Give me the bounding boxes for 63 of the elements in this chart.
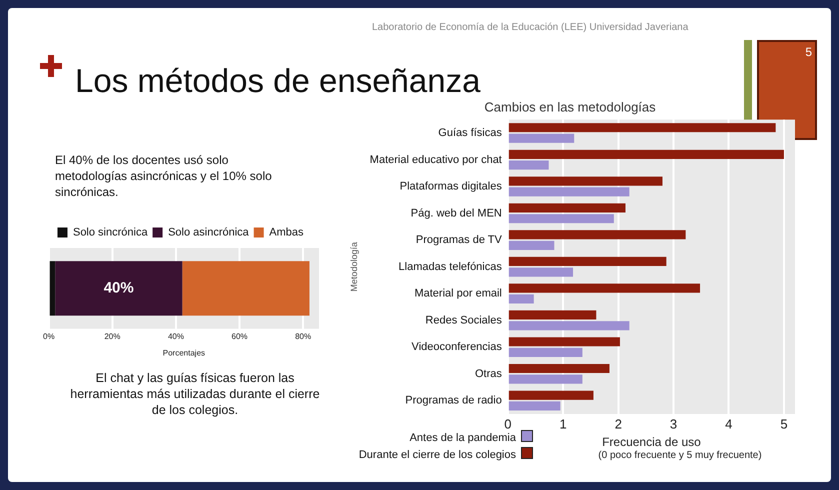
y-tick-label: Plataformas digitales — [400, 180, 502, 193]
x-tick-label: 1 — [559, 416, 567, 432]
bar — [508, 214, 614, 224]
x-axis-title: Porcentajes — [162, 348, 206, 358]
x-tick-label: 2 — [614, 416, 622, 432]
x-tick-label: 5 — [780, 416, 788, 432]
bar — [508, 160, 549, 170]
y-tick-label: Pág. web del MEN — [410, 207, 502, 220]
x-tick-label: 40% — [168, 332, 184, 341]
data-label: 40% — [104, 280, 134, 297]
bar — [508, 321, 630, 330]
text: El chat y las guías físicas fueron las herramientas más utilizadas durante el cierre de los colegios. — [70, 370, 320, 418]
y-tick-label: Programas de TV — [416, 234, 503, 246]
y-tick-label: Redes Sociales — [425, 314, 502, 326]
legend-label: Antes de la pandemia — [410, 432, 516, 444]
bar — [508, 310, 596, 320]
bar — [508, 294, 534, 304]
x-tick-label: 80% — [295, 332, 312, 341]
x-tick-label: 60% — [232, 332, 248, 341]
bar — [508, 374, 582, 384]
bar — [508, 256, 666, 266]
x-tick-label: 0% — [43, 332, 55, 341]
y-tick-label: Otras — [474, 368, 502, 380]
bar — [508, 284, 700, 293]
y-tick-label: Llamadas telefónicas — [398, 260, 502, 273]
y-tick-label: Guías físicas — [438, 127, 502, 140]
y-tick-label: Material educativo por chat — [370, 154, 502, 166]
x-tick-label: 3 — [670, 416, 678, 432]
legend-label: Durante el cierre de los colegios — [358, 449, 516, 461]
bar — [508, 268, 574, 277]
bar — [508, 364, 610, 374]
y-axis-title: Metodología — [348, 242, 359, 292]
legend-label: Ambas — [269, 226, 304, 239]
bar — [508, 123, 776, 132]
bar — [508, 176, 662, 186]
text: Laboratorio de Economía de la Educación (LEE) Universidad Javeriana — [372, 22, 688, 33]
bar — [50, 261, 56, 316]
x-tick-label: 4 — [725, 416, 732, 432]
bar — [508, 240, 554, 250]
y-tick-label: Programas de radio — [405, 394, 502, 407]
legend-label: Solo sincrónica — [72, 226, 148, 239]
bar — [508, 337, 620, 346]
bar — [508, 390, 594, 400]
x-tick-label: 20% — [104, 332, 120, 341]
text: Los métodos de enseñanza — [75, 62, 480, 100]
bar — [508, 203, 626, 212]
bar — [508, 134, 574, 143]
x-axis-title: Frecuencia de uso — [602, 435, 702, 450]
bar — [182, 261, 310, 316]
bar — [508, 230, 686, 240]
legend-label: Solo asincrónica — [168, 226, 250, 239]
x-tick-label: 0 — [504, 416, 512, 432]
bar — [55, 261, 182, 316]
y-tick-label: Material por email — [414, 288, 502, 300]
text: (0 poco frecuente y 5 muy frecuente) — [597, 450, 763, 461]
chart-title: Cambios en las metodologías — [484, 99, 656, 114]
bar — [508, 401, 560, 411]
text: 5 — [804, 45, 812, 59]
bar — [508, 150, 784, 159]
bar — [508, 348, 582, 357]
text: El 40% de los docentes usó solo metodologías asincrónicas y el 10% solo sincrónicas. — [55, 152, 273, 200]
bar — [508, 187, 630, 196]
y-tick-label: Videoconferencias — [412, 341, 502, 354]
